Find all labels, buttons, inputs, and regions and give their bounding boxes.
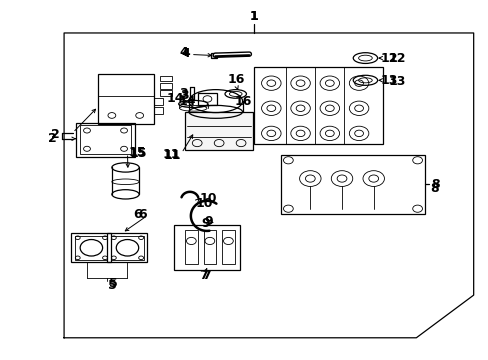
Text: 1: 1 — [249, 10, 258, 23]
Text: 14: 14 — [166, 92, 183, 105]
Bar — [254, 67, 383, 144]
Text: 13: 13 — [387, 75, 405, 88]
Text: 10: 10 — [199, 192, 217, 205]
Text: 6: 6 — [133, 208, 142, 221]
Text: 7: 7 — [198, 269, 207, 282]
Bar — [98, 74, 154, 125]
Text: 3: 3 — [179, 87, 187, 100]
Text: 16: 16 — [227, 73, 244, 86]
Text: 2: 2 — [51, 128, 60, 141]
Bar — [160, 83, 172, 89]
Text: 11: 11 — [163, 148, 180, 161]
Bar — [154, 98, 163, 105]
Bar — [211, 53, 217, 58]
Text: 16: 16 — [234, 95, 252, 108]
Bar — [184, 230, 197, 264]
Bar — [184, 112, 253, 149]
Bar — [174, 225, 240, 270]
Text: 12: 12 — [387, 51, 405, 64]
Bar — [203, 230, 216, 264]
Text: 15: 15 — [129, 145, 146, 158]
Text: 8: 8 — [430, 178, 439, 191]
Text: 4: 4 — [181, 47, 189, 60]
Text: 7: 7 — [202, 269, 210, 282]
Text: 1: 1 — [249, 10, 258, 23]
Text: 8: 8 — [429, 183, 438, 195]
Bar — [80, 126, 131, 154]
Text: 5: 5 — [109, 278, 118, 291]
Bar — [281, 155, 424, 214]
Bar — [198, 93, 216, 105]
Bar — [160, 76, 172, 81]
Bar — [75, 236, 107, 260]
Bar — [154, 107, 163, 114]
Text: 4: 4 — [179, 46, 188, 59]
Bar — [222, 230, 234, 264]
Bar — [71, 233, 111, 262]
Text: 2: 2 — [48, 132, 57, 145]
Text: 10: 10 — [195, 197, 212, 210]
Bar — [76, 123, 135, 157]
Text: 6: 6 — [138, 208, 147, 221]
Text: 12: 12 — [380, 51, 398, 64]
Text: 14: 14 — [178, 95, 196, 108]
Text: 5: 5 — [108, 279, 117, 292]
Text: 15: 15 — [130, 147, 147, 159]
Text: 9: 9 — [202, 216, 210, 230]
Bar — [111, 236, 143, 260]
Text: 3: 3 — [180, 89, 188, 102]
Text: 11: 11 — [163, 149, 181, 162]
Text: 9: 9 — [204, 215, 212, 228]
Bar — [160, 90, 172, 96]
Bar — [107, 233, 147, 262]
Text: 13: 13 — [380, 74, 398, 87]
